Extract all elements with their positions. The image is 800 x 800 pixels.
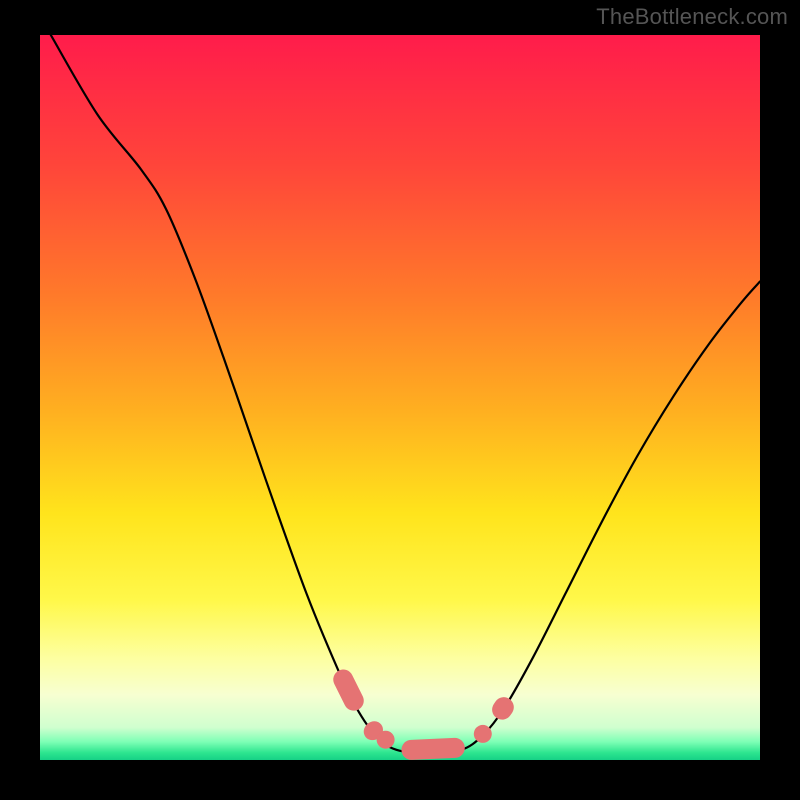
curve-marker-dot [377,731,395,749]
bottleneck-chart [0,0,800,800]
curve-marker-capsule [401,737,465,760]
curve-marker-dot [474,725,492,743]
attribution-text: TheBottleneck.com [596,4,788,30]
gradient-plot-area [40,35,760,760]
